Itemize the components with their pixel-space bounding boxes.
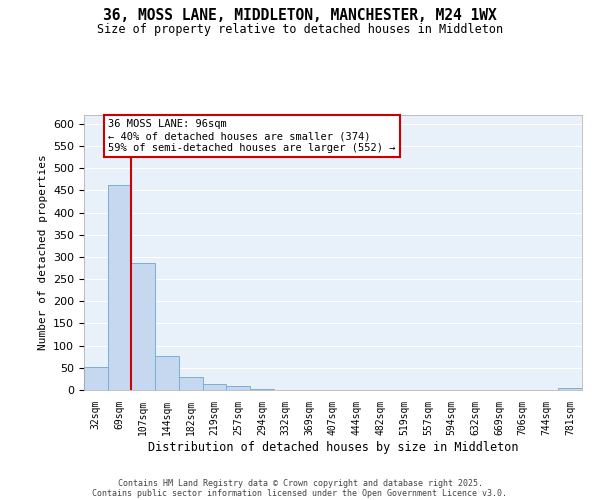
Text: Size of property relative to detached houses in Middleton: Size of property relative to detached ho…: [97, 22, 503, 36]
Bar: [250, 388, 274, 390]
Bar: [108, 185, 131, 390]
Text: Contains public sector information licensed under the Open Government Licence v3: Contains public sector information licen…: [92, 488, 508, 498]
Text: Contains HM Land Registry data © Crown copyright and database right 2025.: Contains HM Land Registry data © Crown c…: [118, 478, 482, 488]
Bar: [203, 384, 226, 390]
Bar: [179, 376, 203, 390]
X-axis label: Distribution of detached houses by size in Middleton: Distribution of detached houses by size …: [148, 440, 518, 454]
Bar: [84, 367, 108, 390]
Bar: [558, 388, 582, 390]
Bar: [226, 386, 250, 390]
Bar: [131, 262, 155, 390]
Bar: [155, 356, 179, 390]
Y-axis label: Number of detached properties: Number of detached properties: [38, 154, 47, 350]
Text: 36 MOSS LANE: 96sqm
← 40% of detached houses are smaller (374)
59% of semi-detac: 36 MOSS LANE: 96sqm ← 40% of detached ho…: [108, 120, 395, 152]
Text: 36, MOSS LANE, MIDDLETON, MANCHESTER, M24 1WX: 36, MOSS LANE, MIDDLETON, MANCHESTER, M2…: [103, 8, 497, 22]
